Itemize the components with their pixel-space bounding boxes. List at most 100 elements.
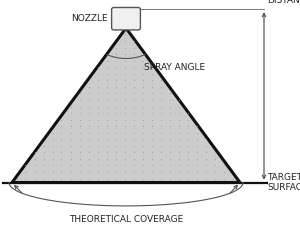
Point — [149, 65, 154, 69]
Point — [86, 164, 91, 167]
Point — [131, 150, 136, 154]
Point — [176, 131, 181, 135]
Point — [185, 157, 190, 161]
Point — [158, 150, 163, 154]
Point — [41, 150, 46, 154]
Point — [140, 91, 145, 95]
Point — [131, 59, 136, 62]
Point — [77, 98, 82, 102]
Point — [131, 144, 136, 148]
Point — [86, 78, 91, 82]
Point — [77, 118, 82, 121]
Point — [104, 137, 109, 141]
Point — [158, 85, 163, 89]
Point — [77, 150, 82, 154]
Point — [140, 72, 145, 76]
Point — [41, 170, 46, 174]
Point — [140, 124, 145, 128]
Point — [95, 164, 100, 167]
Point — [185, 164, 190, 167]
Point — [104, 150, 109, 154]
Point — [149, 105, 154, 108]
Point — [59, 124, 64, 128]
Point — [122, 59, 127, 62]
Point — [185, 150, 190, 154]
Point — [77, 105, 82, 108]
Point — [167, 91, 172, 95]
Point — [86, 91, 91, 95]
Point — [140, 170, 145, 174]
Point — [131, 91, 136, 95]
Point — [167, 118, 172, 121]
Point — [203, 150, 208, 154]
Point — [113, 78, 118, 82]
Point — [86, 170, 91, 174]
Point — [149, 78, 154, 82]
Point — [176, 170, 181, 174]
Point — [122, 157, 127, 161]
Point — [95, 85, 100, 89]
Point — [203, 177, 208, 180]
Point — [77, 157, 82, 161]
Point — [86, 98, 91, 102]
Point — [122, 111, 127, 115]
Point — [122, 39, 127, 43]
Point — [86, 177, 91, 180]
Point — [131, 170, 136, 174]
Point — [113, 59, 118, 62]
Point — [140, 144, 145, 148]
Point — [131, 131, 136, 135]
Point — [50, 150, 55, 154]
Point — [185, 170, 190, 174]
Point — [113, 85, 118, 89]
Point — [104, 157, 109, 161]
Point — [203, 170, 208, 174]
Point — [185, 111, 190, 115]
Point — [194, 170, 199, 174]
Point — [86, 137, 91, 141]
Point — [95, 91, 100, 95]
Point — [140, 131, 145, 135]
Point — [86, 118, 91, 121]
Point — [194, 131, 199, 135]
Point — [113, 144, 118, 148]
Point — [131, 78, 136, 82]
Point — [95, 170, 100, 174]
Point — [122, 72, 127, 76]
Point — [104, 118, 109, 121]
Point — [149, 177, 154, 180]
Point — [122, 85, 127, 89]
Point — [95, 137, 100, 141]
Point — [86, 111, 91, 115]
Point — [149, 72, 154, 76]
Point — [194, 157, 199, 161]
Point — [95, 118, 100, 121]
Point — [140, 78, 145, 82]
Point — [59, 157, 64, 161]
Point — [95, 177, 100, 180]
Point — [167, 164, 172, 167]
Point — [95, 72, 100, 76]
Point — [185, 144, 190, 148]
Point — [131, 98, 136, 102]
Point — [104, 98, 109, 102]
Point — [122, 164, 127, 167]
Point — [104, 177, 109, 180]
Point — [203, 137, 208, 141]
Text: SPRAY
DISTANCE: SPRAY DISTANCE — [267, 0, 300, 5]
Point — [185, 118, 190, 121]
Point — [77, 164, 82, 167]
Point — [185, 177, 190, 180]
Point — [194, 137, 199, 141]
Point — [50, 131, 55, 135]
Point — [221, 177, 226, 180]
Point — [32, 164, 37, 167]
Point — [212, 170, 217, 174]
Point — [122, 105, 127, 108]
Point — [104, 124, 109, 128]
Point — [68, 105, 73, 108]
Point — [77, 124, 82, 128]
Point — [32, 177, 37, 180]
Point — [212, 177, 217, 180]
Point — [113, 124, 118, 128]
